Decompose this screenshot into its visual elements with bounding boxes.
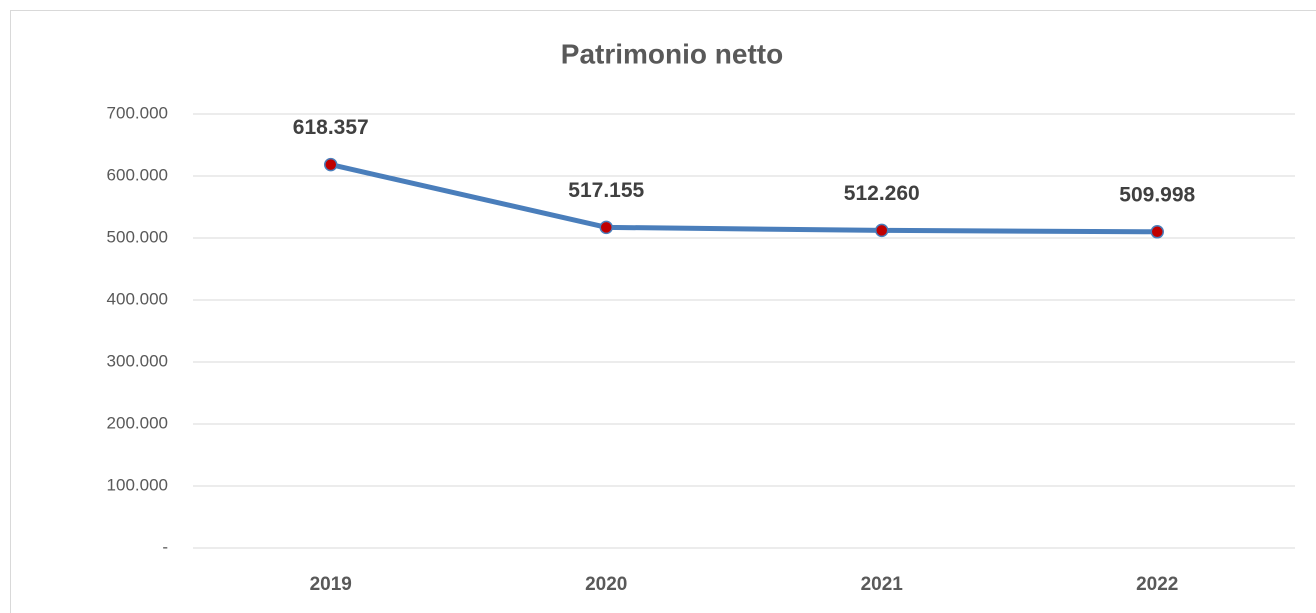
y-tick-label: 100.000 <box>107 475 168 494</box>
x-tick-label: 2022 <box>1136 574 1178 595</box>
y-tick-label: 600.000 <box>107 165 168 184</box>
y-tick-label: 200.000 <box>107 413 168 432</box>
series-line <box>330 162 1158 235</box>
x-tick-label: 2020 <box>585 574 627 595</box>
y-tick-label: 300.000 <box>107 351 168 370</box>
data-point <box>1150 225 1164 239</box>
y-tick-label: 400.000 <box>107 289 168 308</box>
data-label: 509.998 <box>1119 183 1195 206</box>
y-tick-label: - <box>162 537 168 556</box>
y-tick-label: 700.000 <box>107 103 168 122</box>
x-tick-label: 2019 <box>310 574 352 595</box>
chart-title: Patrimonio netto <box>561 38 783 69</box>
data-label: 517.155 <box>568 179 644 202</box>
data-point <box>599 220 613 235</box>
y-tick-label: 500.000 <box>107 227 168 246</box>
chart-frame <box>10 10 1316 613</box>
data-point <box>324 157 338 172</box>
data-label: 512.260 <box>844 182 920 205</box>
data-label: 618.357 <box>293 116 369 139</box>
data-point <box>875 223 889 238</box>
x-tick-label: 2021 <box>861 574 904 595</box>
